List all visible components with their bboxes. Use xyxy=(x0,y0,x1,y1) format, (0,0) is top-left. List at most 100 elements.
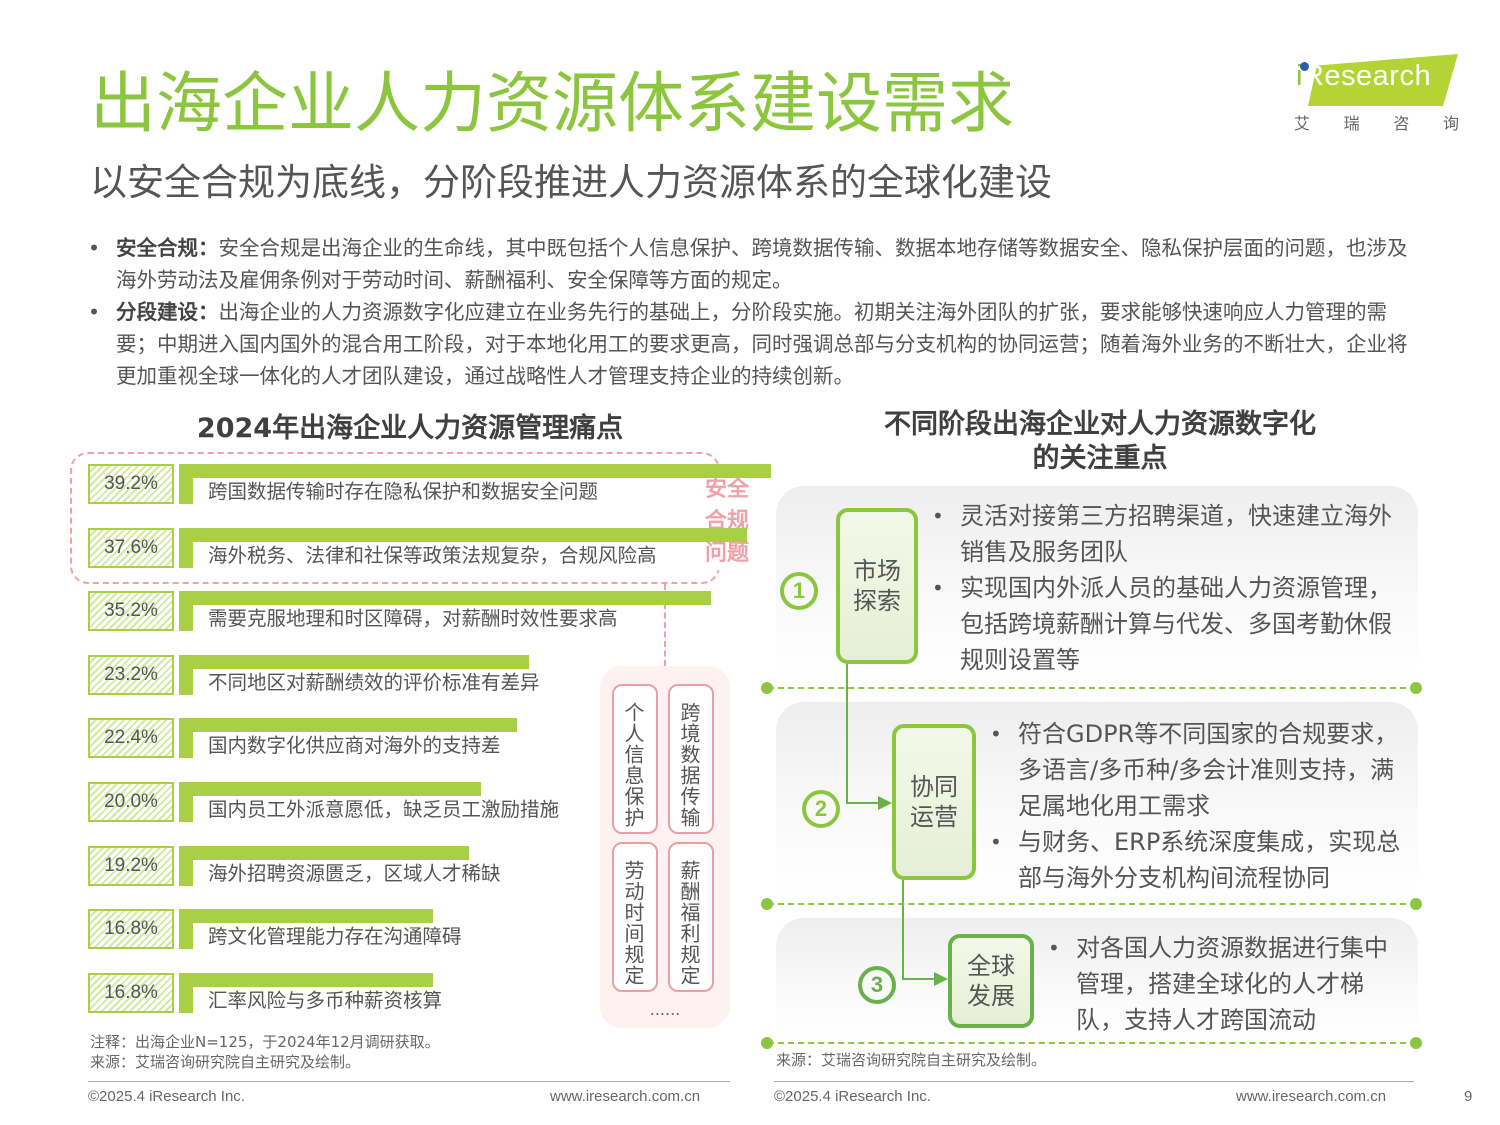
separator-dot xyxy=(761,682,773,694)
bar-corner xyxy=(193,796,207,810)
footer-divider-left xyxy=(88,1081,730,1082)
bullet-security-compliance: 安全合规：安全合规是出海企业的生命线，其中既包括个人信息保护、跨境数据传输、数据… xyxy=(88,232,1418,296)
bar-value-label: 35.2% xyxy=(88,591,174,632)
stage-2-point: 符合GDPR等不同国家的合规要求，多语言/多币种/多会计准则支持，满足属地化用工… xyxy=(988,716,1408,824)
bar-value-label: 16.8% xyxy=(88,972,174,1013)
separator-dot xyxy=(1410,682,1422,694)
bar-value-label: 39.2% xyxy=(88,464,174,504)
separator-dot xyxy=(1410,898,1422,910)
bar-bracket xyxy=(179,591,193,632)
website-right[interactable]: www.iresearch.com.cn xyxy=(1236,1088,1387,1105)
bar xyxy=(179,591,711,606)
stage-separator-1 xyxy=(768,687,1416,689)
connector-1-2-vertical xyxy=(846,662,848,804)
bar-corner xyxy=(193,732,207,747)
compliance-tags-panel: 个人信息保护 跨境数据传输 劳动时间规定 薪酬福利规定 xyxy=(600,666,730,1028)
tag-working-hours: 劳动时间规定 xyxy=(612,842,658,992)
bar-bracket xyxy=(179,527,193,568)
iresearch-logo: iResearch 艾 瑞 咨 询 xyxy=(1288,48,1459,138)
bar-category-label: 海外招聘资源匮乏，区域人才稀缺 xyxy=(208,861,501,885)
bar xyxy=(179,909,433,924)
source-text: 来源：艾瑞咨询研究院自主研究及绘制。 xyxy=(90,1053,361,1071)
stage-separator-2 xyxy=(768,903,1416,905)
page-title: 出海企业人力资源体系建设需求 xyxy=(90,65,1014,142)
bar-category-label: 跨国数据传输时存在隐私保护和数据安全问题 xyxy=(208,480,599,503)
page-subtitle: 以安全合规为底线，分阶段推进人力资源体系的全球化建设 xyxy=(90,161,1052,204)
bar xyxy=(179,464,771,478)
arrow-right-icon xyxy=(934,972,948,986)
bar-value-label: 20.0% xyxy=(88,782,174,822)
stage-2-points: 符合GDPR等不同国家的合规要求，多语言/多币种/多会计准则支持，满足属地化用工… xyxy=(988,716,1408,896)
chart-title: 2024年出海企业人力资源管理痛点 xyxy=(196,413,624,444)
stage-2-box: 协同 运营 xyxy=(892,724,976,880)
logo-dot-icon xyxy=(1300,62,1309,71)
bar-bracket xyxy=(179,909,193,950)
bar-bracket xyxy=(179,972,193,1013)
separator-dot xyxy=(761,898,773,910)
bar-category-label: 需要克服地理和时区障碍，对薪酬时效性要求高 xyxy=(208,607,618,631)
intro-bullets: 安全合规：安全合规是出海企业的生命线，其中既包括个人信息保护、跨境数据传输、数据… xyxy=(88,232,1418,392)
bar xyxy=(179,782,481,796)
website-left[interactable]: www.iresearch.com.cn xyxy=(550,1088,701,1105)
arrow-right-icon xyxy=(878,796,892,810)
tag-cross-border-data: 跨境数据传输 xyxy=(668,684,714,834)
connector-1-2-horizontal xyxy=(846,802,880,804)
bar-corner xyxy=(193,478,207,492)
tag-compensation-benefits: 薪酬福利规定 xyxy=(668,842,714,992)
bar-bracket xyxy=(179,845,193,886)
bar-value-label: 16.8% xyxy=(88,909,174,950)
stage-1-box: 市场 探索 xyxy=(836,508,918,664)
copyright-right: ©2025.4 iResearch Inc. xyxy=(774,1088,931,1105)
safety-group-label: 安全 合规 问题 xyxy=(700,474,754,570)
bar-corner xyxy=(193,668,207,683)
stage-1-number: 1 xyxy=(780,572,818,610)
logo-wordmark: iResearch xyxy=(1296,60,1432,92)
bar-category-label: 海外税务、法律和社保等政策法规复杂，合规风险高 xyxy=(208,543,657,567)
logo-chinese: 艾 瑞 咨 询 xyxy=(1294,114,1459,133)
connector-2-3-horizontal xyxy=(902,978,936,980)
tags-more: ...... xyxy=(649,1000,681,1019)
bar-value-label: 19.2% xyxy=(88,845,174,886)
stage-3-points: 对各国人力资源数据进行集中管理，搭建全球化的人才梯队，支持人才跨国流动 xyxy=(1046,930,1396,1038)
separator-dot xyxy=(1410,1037,1422,1049)
bar-bracket xyxy=(179,718,193,759)
bar-value-label: 23.2% xyxy=(88,654,174,695)
bar-category-label: 国内数字化供应商对海外的支持差 xyxy=(208,734,501,758)
connector-2-3-vertical xyxy=(902,878,904,980)
bar-corner xyxy=(193,986,207,1001)
bar-corner xyxy=(193,923,207,938)
bar xyxy=(179,527,747,542)
left-notes: 注释：出海企业N=125，于2024年12月调研获取。 来源：艾瑞咨询研究院自主… xyxy=(90,1032,440,1072)
bar-category-label: 跨文化管理能力存在沟通障碍 xyxy=(208,925,462,949)
stage-1-point: 实现国内外派人员的基础人力资源管理，包括跨境薪酬计算与代发、多国考勤休假规则设置… xyxy=(930,570,1400,678)
footer-divider-right xyxy=(774,1081,1414,1082)
bar-corner xyxy=(193,859,207,874)
separator-dot xyxy=(761,1037,773,1049)
stages-title: 不同阶段出海企业对人力资源数字化 的关注重点 xyxy=(884,409,1316,474)
stage-3-point: 对各国人力资源数据进行集中管理，搭建全球化的人才梯队，支持人才跨国流动 xyxy=(1046,930,1396,1038)
bar-bracket xyxy=(179,464,193,504)
stage-1-point: 灵活对接第三方招聘渠道，快速建立海外销售及服务团队 xyxy=(930,498,1400,570)
stage-2-number: 2 xyxy=(802,790,840,828)
bar-bracket xyxy=(179,654,193,695)
bar-category-label: 汇率风险与多币种薪资核算 xyxy=(208,988,443,1012)
note-text: 注释：出海企业N=125，于2024年12月调研获取。 xyxy=(90,1033,440,1051)
bar-corner xyxy=(193,605,207,620)
bar-bracket xyxy=(179,782,193,822)
copyright-left: ©2025.4 iResearch Inc. xyxy=(88,1088,245,1105)
tag-personal-info-protection: 个人信息保护 xyxy=(612,684,658,834)
bar xyxy=(179,718,517,733)
bar-value-label: 37.6% xyxy=(88,527,174,568)
bar xyxy=(179,654,529,669)
bar-category-label: 不同地区对薪酬绩效的评价标准有差异 xyxy=(208,670,540,694)
stage-3-box: 全球 发展 xyxy=(948,934,1034,1028)
bar-value-label: 22.4% xyxy=(88,718,174,759)
bar xyxy=(179,845,469,860)
stage-1-points: 灵活对接第三方招聘渠道，快速建立海外销售及服务团队 实现国内外派人员的基础人力资… xyxy=(930,498,1400,678)
stage-2-point: 与财务、ERP系统深度集成，实现总部与海外分支机构间流程协同 xyxy=(988,824,1408,896)
stage-separator-3 xyxy=(768,1042,1416,1044)
bullet-phased-construction: 分段建设：出海企业的人力资源数字化应建立在业务先行的基础上，分阶段实施。初期关注… xyxy=(88,296,1418,392)
page-number: 9 xyxy=(1464,1088,1473,1105)
bar-corner xyxy=(193,541,207,556)
bar xyxy=(179,972,433,987)
